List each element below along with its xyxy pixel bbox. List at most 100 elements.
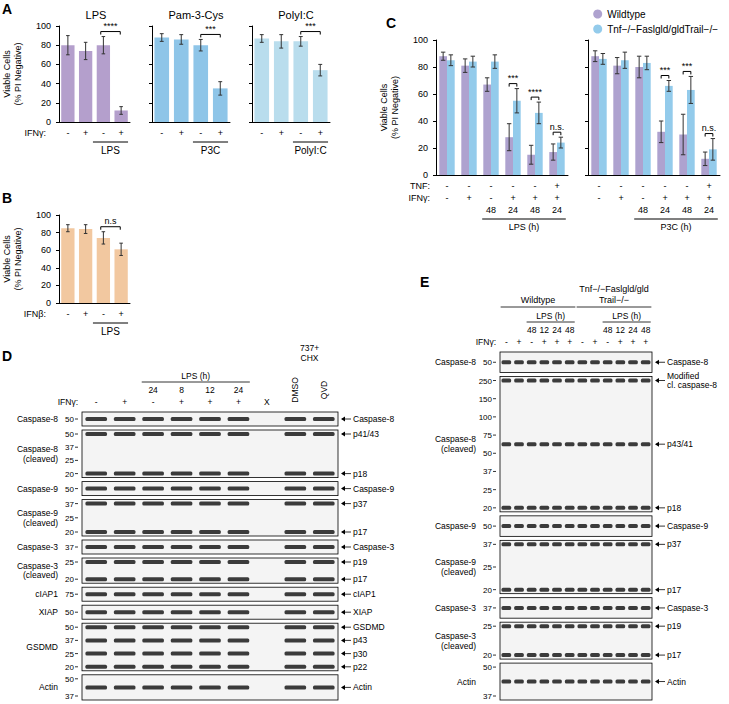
svg-text:Caspase-9: Caspase-9 [353, 484, 394, 494]
svg-text:48: 48 [486, 205, 496, 215]
svg-text:(% PI Negative): (% PI Negative) [13, 227, 23, 290]
svg-text:48: 48 [565, 325, 575, 335]
svg-text:+: + [517, 337, 522, 347]
svg-text:75: 75 [483, 431, 492, 440]
svg-text:E: E [420, 274, 429, 290]
svg-text:PolyI:C: PolyI:C [278, 9, 314, 21]
svg-text:25: 25 [483, 622, 492, 631]
svg-text:25: 25 [483, 485, 492, 494]
svg-text:37: 37 [65, 443, 74, 452]
svg-text:20: 20 [65, 528, 74, 537]
svg-text:37: 37 [65, 636, 74, 645]
svg-text:60: 60 [41, 59, 51, 69]
svg-text:+: + [706, 193, 711, 203]
svg-text:Tnf−/−Faslgld/gldTrail−/−: Tnf−/−Faslgld/gldTrail−/− [607, 24, 718, 35]
svg-text:20: 20 [483, 585, 492, 594]
svg-text:QVD: QVD [319, 381, 329, 399]
svg-text:24: 24 [628, 325, 638, 335]
svg-text:+: + [236, 397, 241, 407]
svg-text:24: 24 [148, 385, 158, 395]
svg-text:Caspase-8: Caspase-8 [435, 357, 476, 367]
svg-text:12: 12 [540, 325, 550, 335]
svg-text:+: + [122, 397, 127, 407]
svg-text:n.s.: n.s. [550, 122, 565, 132]
svg-text:IFNβ:: IFNβ: [24, 309, 46, 319]
svg-text:X: X [264, 397, 270, 407]
svg-text:C: C [386, 15, 396, 31]
svg-text:+: + [684, 193, 689, 203]
svg-text:20: 20 [41, 98, 51, 108]
svg-text:+: + [318, 128, 323, 138]
svg-text:100: 100 [36, 210, 51, 220]
svg-text:100: 100 [36, 21, 51, 31]
svg-text:50: 50 [483, 663, 492, 672]
svg-text:80: 80 [41, 40, 51, 50]
svg-text:****: **** [528, 87, 543, 97]
svg-text:Caspase-8(cleaved): Caspase-8(cleaved) [17, 444, 58, 464]
svg-text:-: - [102, 128, 105, 138]
svg-text:LPS (h): LPS (h) [181, 371, 210, 381]
svg-text:***: *** [508, 73, 519, 83]
svg-text:37: 37 [65, 499, 74, 508]
svg-text:150: 150 [479, 394, 493, 403]
svg-text:+: + [593, 337, 598, 347]
svg-text:+: + [83, 309, 88, 319]
svg-text:25: 25 [65, 456, 74, 465]
svg-text:-: - [299, 128, 302, 138]
svg-text:50: 50 [65, 430, 74, 439]
svg-text:Caspase-8: Caspase-8 [667, 357, 708, 367]
svg-text:Caspase-8: Caspase-8 [17, 414, 58, 424]
svg-text:12: 12 [205, 385, 215, 395]
svg-text:37: 37 [483, 540, 492, 549]
svg-text:37: 37 [65, 543, 74, 552]
svg-text:Caspase-9: Caspase-9 [435, 521, 476, 531]
svg-text:37: 37 [483, 692, 492, 701]
svg-text:p19: p19 [353, 557, 367, 567]
svg-text:80: 80 [41, 228, 51, 238]
svg-text:-: - [490, 181, 493, 191]
svg-text:-: - [95, 397, 98, 407]
svg-text:-: - [686, 181, 689, 191]
svg-text:25: 25 [65, 513, 74, 522]
svg-text:+: + [554, 193, 559, 203]
svg-text:p30: p30 [353, 649, 367, 659]
svg-text:25: 25 [65, 558, 74, 567]
svg-text:(% PI Negative): (% PI Negative) [390, 76, 400, 139]
svg-text:-: - [199, 128, 202, 138]
svg-text:48: 48 [530, 205, 540, 215]
svg-text:Caspase-9: Caspase-9 [667, 521, 708, 531]
svg-text:***: *** [205, 24, 216, 34]
svg-text:20: 20 [65, 575, 74, 584]
svg-text:-: - [505, 337, 508, 347]
svg-text:p22: p22 [353, 662, 367, 672]
svg-text:A: A [2, 1, 12, 17]
svg-text:p18: p18 [667, 503, 681, 513]
svg-text:+: + [643, 337, 648, 347]
svg-text:100: 100 [413, 35, 428, 45]
svg-text:20: 20 [418, 143, 428, 153]
svg-text:24: 24 [234, 385, 244, 395]
svg-text:P3C: P3C [201, 145, 220, 156]
svg-text:-: - [66, 309, 69, 319]
svg-text:20: 20 [65, 469, 74, 478]
svg-text:Caspase-3: Caspase-3 [17, 542, 58, 552]
svg-text:Actin: Actin [39, 682, 58, 692]
svg-text:Wildtype: Wildtype [521, 295, 556, 305]
svg-text:p41/43: p41/43 [353, 429, 379, 439]
svg-text:-: - [598, 181, 601, 191]
svg-text:-: - [260, 128, 263, 138]
svg-text:48: 48 [603, 325, 613, 335]
svg-text:-: - [534, 181, 537, 191]
svg-text:B: B [2, 190, 12, 206]
svg-text:Tnf−/−Faslgld/gld: Tnf−/−Faslgld/gld [579, 284, 649, 294]
svg-text:24: 24 [552, 205, 562, 215]
svg-text:Caspase-9(cleaved): Caspase-9(cleaved) [17, 508, 58, 528]
svg-text:75: 75 [65, 590, 74, 599]
svg-text:-: - [530, 337, 533, 347]
svg-text:p37: p37 [667, 539, 681, 549]
svg-text:+: + [567, 337, 572, 347]
svg-text:37: 37 [65, 692, 74, 701]
svg-text:***: *** [660, 65, 671, 75]
svg-text:37: 37 [483, 467, 492, 476]
svg-text:D: D [2, 348, 12, 364]
